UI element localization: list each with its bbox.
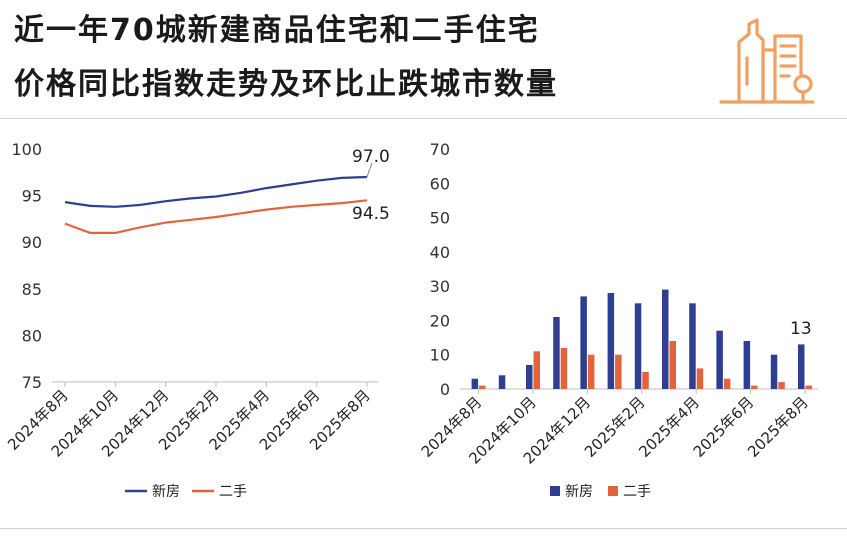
legend-label-second: 二手 (219, 484, 247, 500)
legend: 新房 二手 (125, 484, 247, 500)
bar-new (770, 354, 778, 389)
bar-new (526, 365, 533, 389)
bar-second (751, 385, 758, 389)
bar-second (723, 378, 731, 389)
y-tick-label: 20 (430, 311, 450, 330)
annotation-leader (366, 162, 373, 178)
bar-second (560, 347, 568, 389)
annotation-new-last: 13 (790, 319, 812, 339)
footer-divider (0, 528, 847, 529)
y-tick-label: 70 (430, 140, 450, 159)
bar-second (479, 385, 486, 389)
bar-second (615, 354, 622, 389)
bar-second (587, 354, 595, 389)
legend-label-new: 新房 (565, 484, 593, 500)
bar-new (798, 344, 805, 389)
bar-new (471, 378, 479, 389)
bar-new (689, 303, 696, 389)
bar-new (498, 375, 506, 389)
y-tick-label: 80 (22, 326, 42, 345)
legend-label-second: 二手 (623, 484, 651, 500)
bar-new (553, 317, 560, 389)
legend: 新房 二手 (550, 484, 651, 500)
y-tick-label: 90 (22, 233, 42, 252)
chart-title-line2: 价格同比指数走势及环比止跌城市数量 (14, 67, 558, 102)
y-tick-label: 95 (22, 187, 42, 206)
bar-second (696, 368, 704, 389)
bar-new (662, 289, 669, 389)
bar-second (669, 341, 676, 389)
bar-new (634, 303, 642, 389)
series-line-second (64, 199, 368, 235)
bar-new (580, 296, 587, 389)
legend-label-new: 新房 (152, 484, 180, 500)
y-tick-label: 60 (430, 174, 450, 193)
y-tick-label: 0 (440, 380, 450, 399)
y-tick-label: 10 (430, 346, 450, 365)
bar-new (743, 341, 751, 389)
bar-second (805, 385, 812, 389)
series-line-new (64, 175, 368, 208)
bar-new (716, 330, 723, 389)
y-tick-label: 50 (430, 209, 450, 228)
annotation-second-last: 94.5 (352, 204, 390, 224)
annotation-new-last: 97.0 (352, 147, 390, 167)
bar-second (778, 382, 785, 389)
bar-second (642, 371, 649, 389)
y-tick-label: 75 (22, 373, 42, 392)
y-tick-label: 30 (430, 277, 450, 296)
bar-second (533, 351, 540, 389)
header-divider (0, 118, 847, 119)
bar-new (607, 293, 615, 389)
y-tick-label: 100 (11, 140, 42, 159)
legend-swatch-new (550, 486, 560, 496)
y-tick-label: 85 (22, 280, 42, 299)
chart-title-line1: 近一年70城新建商品住宅和二手住宅 (14, 13, 540, 48)
city-buildings-icon (719, 18, 815, 104)
legend-swatch-second (608, 486, 618, 496)
y-tick-label: 40 (430, 243, 450, 262)
